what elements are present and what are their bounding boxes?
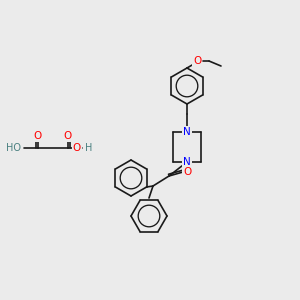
Text: N: N bbox=[183, 127, 191, 137]
Text: O: O bbox=[34, 131, 42, 141]
Text: N: N bbox=[183, 157, 191, 167]
Text: O: O bbox=[64, 131, 72, 141]
Text: O: O bbox=[193, 56, 201, 66]
Text: H: H bbox=[85, 143, 92, 153]
Text: HO: HO bbox=[6, 143, 21, 153]
Text: O: O bbox=[73, 143, 81, 153]
Text: O: O bbox=[183, 167, 191, 177]
